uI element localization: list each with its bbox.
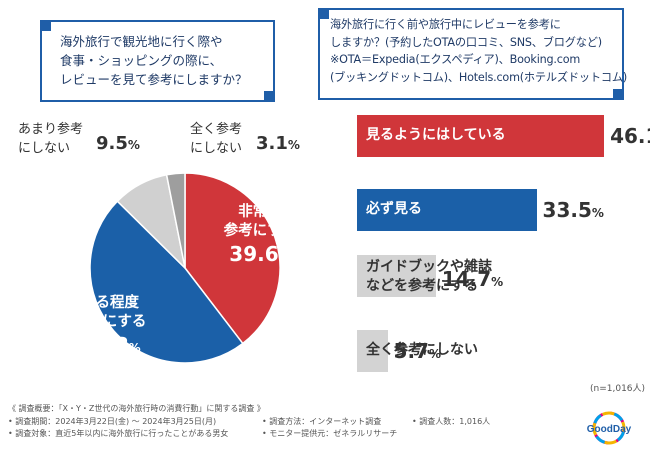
bar-label: 必ず見る: [366, 201, 422, 217]
question-box-left: 海外旅行で観光地に行く際や 食事・ショッピングの際に、 レビューを見て参考にしま…: [40, 20, 275, 102]
pie-label-text: 全く参考: [190, 122, 243, 137]
pie-label-text: にしない: [18, 141, 71, 156]
corner-accent: [40, 20, 51, 31]
bar-value: 33.5%: [542, 198, 604, 222]
pie-label-somewhat: ある程度 参考にする 47.8%: [50, 294, 170, 361]
pie-value: 39.6%: [229, 242, 291, 266]
footer-provider: • モニター提供元：ゼネラルリサーチ: [262, 429, 398, 438]
question-box-right: 海外旅行に行く前や旅行中にレビューを参考に しますか？(予約したOTAの口コミ、…: [318, 8, 627, 100]
footer-period: • 調査期間：2024年3月22日(金) ～ 2024年3月25日(月): [8, 416, 217, 426]
footer-title: 《 調査概要：「X・Y・Z世代の海外旅行時の消費行動」に関する調査 》: [8, 404, 265, 413]
pie-label-text: 参考にする: [73, 314, 147, 330]
bar-label: 全く参考にしない: [366, 342, 478, 358]
pie-value: 9.5%: [96, 133, 140, 154]
pie-slice-not-at-all: [165, 172, 186, 269]
question-line: (ブッキングドットコム)、Hotels.com(ホテルズドットコム): [330, 70, 627, 84]
bar-label: 見るようにはしている: [366, 127, 506, 143]
bar-label: などを参考にする: [366, 278, 479, 294]
footer-target: • 調査対象：直近5年以内に海外旅行に行ったことがある男女: [8, 429, 229, 438]
bar-look-if-possible: [357, 115, 605, 157]
bar-label: ガイドブックや雑誌: [366, 259, 492, 275]
logo-ring: [592, 411, 626, 445]
pie-label-not-at-all: 全く参考 にしない: [190, 120, 242, 158]
pie-slice-very: [184, 172, 281, 345]
footer-people: • 調査人数：1,016人: [412, 416, 491, 426]
question-line: しますか？(予約したOTAの口コミ、SNS、ブログなど): [330, 35, 602, 49]
question-line: 海外旅行に行く前や旅行中にレビューを参考に: [330, 18, 561, 31]
question-line: レビューを見て参考にしますか？: [60, 72, 248, 87]
pie-label-text: あまり参考: [18, 122, 84, 137]
pie-label-text: ある程度: [81, 295, 139, 311]
bar-value: 14.7%: [441, 267, 504, 291]
pie-label-text: にしない: [190, 141, 243, 156]
bar-always-look: [357, 189, 537, 231]
pie-slice-somewhat: [89, 200, 244, 364]
question-line: 海外旅行で観光地に行く際や: [60, 34, 223, 49]
bar-value: 46.1%: [610, 124, 650, 148]
pie-label-text: 非常に: [238, 204, 282, 220]
logo-text: GoodDay: [587, 424, 632, 435]
pie-label-text: 参考にする: [223, 223, 297, 239]
pie-label-very: 非常に 参考にする 39.6%: [205, 203, 315, 270]
question-line: 食事・ショッピングの際に、: [60, 53, 223, 68]
pie-value: 47.8%: [79, 333, 141, 357]
goodday-logo: GoodDay: [587, 411, 632, 445]
bar-not-at-all: [357, 330, 388, 372]
corner-accent: [264, 91, 275, 102]
pie-label-not-much: あまり参考 にしない: [18, 120, 83, 158]
corner-accent: [613, 89, 624, 100]
question-line: ※OTA＝Expedia(エクスペディア)、Booking.com: [330, 53, 581, 66]
bar-value: 5.7%: [393, 339, 442, 363]
footer-method: • 調査方法：インターネット調査: [262, 416, 382, 426]
sample-size-note: (n=1,016人): [590, 384, 646, 394]
bar-guidebook: [357, 255, 436, 297]
corner-accent: [318, 8, 329, 19]
pie-value: 3.1%: [256, 133, 300, 154]
